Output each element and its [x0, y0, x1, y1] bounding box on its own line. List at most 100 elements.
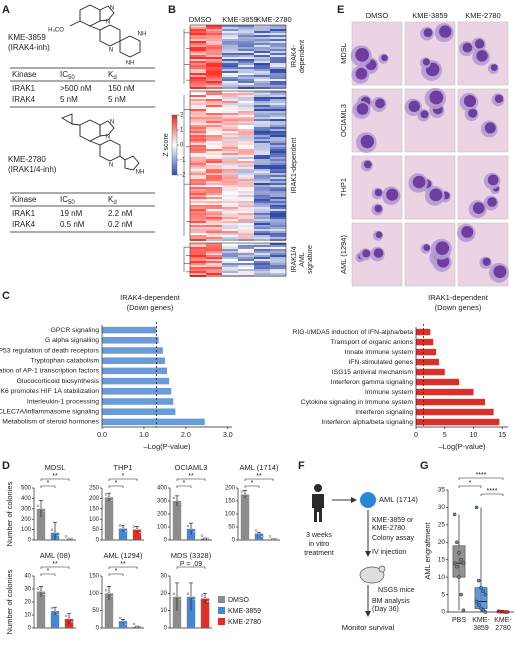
- heatmap-cell: [222, 69, 238, 71]
- heatmap-cell: [206, 103, 222, 105]
- y-tick-label: 25: [438, 522, 446, 529]
- heatmap-cell: [206, 187, 222, 189]
- heatmap-cell: [254, 45, 270, 47]
- panel-label: B: [168, 4, 176, 16]
- heatmap-cell: [238, 105, 254, 107]
- significance-label: *: [183, 480, 186, 487]
- significance-label: **: [188, 473, 194, 480]
- x-tick-label: 10: [470, 432, 478, 439]
- heatmap-cell: [222, 189, 238, 191]
- y-tick-label: 400: [157, 486, 168, 492]
- heatmap-cell: [270, 221, 286, 223]
- structure: [60, 4, 141, 171]
- heatmap-cell: [206, 69, 222, 71]
- heatmap-cell: [190, 69, 206, 71]
- heatmap-cell: [270, 175, 286, 177]
- heatmap-cell: [190, 97, 206, 99]
- significance-bracket: [108, 573, 124, 576]
- heatmap-cell: [270, 51, 286, 53]
- heatmap-cell: [254, 113, 270, 115]
- significance-bracket: [244, 485, 260, 488]
- chart-title: AML (1294): [104, 551, 143, 560]
- heatmap-cell: [238, 265, 254, 267]
- heatmap-cell: [270, 237, 286, 239]
- heatmap-cell: [206, 149, 222, 151]
- heatmap-cell: [238, 107, 254, 109]
- heatmap-cell: [206, 195, 222, 197]
- heatmap-cell: [206, 225, 222, 227]
- heatmap-cell: [190, 63, 206, 65]
- heatmap-cell: [190, 57, 206, 59]
- heatmap-cell: [254, 169, 270, 171]
- heatmap-cell: [270, 131, 286, 133]
- heatmap-cell: [238, 135, 254, 137]
- heatmap-cell: [222, 211, 238, 213]
- heatmap-cell: [222, 271, 238, 273]
- nucleus: [462, 42, 473, 53]
- dot: [200, 594, 204, 597]
- heatmap-cell: [222, 221, 238, 223]
- nucleus: [375, 98, 385, 109]
- significance-bracket: [244, 478, 274, 481]
- heatmap-cell: [222, 121, 238, 123]
- heatmap-cell: [206, 91, 222, 93]
- heatmap-cell: [270, 109, 286, 111]
- heatmap-cell: [270, 85, 286, 87]
- heatmap-cell: [206, 233, 222, 235]
- dot: [64, 614, 68, 618]
- x-tick-label: 5: [443, 432, 447, 439]
- heatmap-cell: [222, 231, 238, 233]
- colorbar-title: Z score: [163, 133, 170, 156]
- significance-bracket: [176, 485, 192, 488]
- heatmap-cell: [190, 81, 206, 83]
- colorbar-tick-label: 1: [180, 128, 184, 134]
- y-tick-label: 100: [21, 527, 32, 533]
- heatmap-cell: [254, 143, 270, 145]
- heatmap-cell: [206, 155, 222, 157]
- heatmap-cell: [190, 237, 206, 239]
- heatmap-cell: [254, 201, 270, 203]
- heatmap-cell: [206, 47, 222, 49]
- category-label: TP53 regulation of death receptors: [0, 347, 100, 354]
- heatmap-cell: [206, 41, 222, 43]
- heatmap-cell: [270, 37, 286, 39]
- heatmap-cell: [254, 155, 270, 157]
- heatmap-cell: [222, 207, 238, 209]
- heatmap-cell: [270, 125, 286, 127]
- heatmap-cell: [206, 193, 222, 195]
- table-header: Kd: [108, 195, 117, 205]
- heatmap-cell: [254, 53, 270, 55]
- significance-label: **: [52, 561, 58, 568]
- chart-title: AML (1714): [240, 463, 279, 472]
- bar: [36, 508, 46, 540]
- heatmap-cell: [190, 229, 206, 231]
- heatmap-cell: [270, 249, 286, 251]
- heatmap-cell: [206, 129, 222, 131]
- nucleus: [355, 48, 370, 62]
- dot: [132, 525, 136, 528]
- heatmap-cell: [270, 35, 286, 37]
- heatmap-cell: [190, 109, 206, 111]
- heatmap-cell: [254, 93, 270, 95]
- heatmap-cell: [190, 139, 206, 141]
- colorbar-tick-label: -2: [180, 173, 186, 179]
- heatmap-cell: [238, 177, 254, 179]
- bar: [104, 497, 114, 540]
- bar: [200, 598, 210, 628]
- data-point: [461, 608, 466, 613]
- heatmap-cell: [222, 51, 238, 53]
- heatmap-cell: [270, 255, 286, 257]
- heatmap-cell: [190, 161, 206, 163]
- significance-label: *: [115, 568, 118, 575]
- image-row-label: OCIAML3: [339, 104, 348, 137]
- heatmap-cell: [238, 255, 254, 257]
- heatmap-cell: [238, 137, 254, 139]
- heatmap-cell: [254, 111, 270, 113]
- heatmap-cell: [206, 121, 222, 123]
- heatmap-cell: [254, 263, 270, 265]
- heatmap-cell: [238, 209, 254, 211]
- heatmap-cell: [254, 251, 270, 253]
- heatmap-cell: [270, 57, 286, 59]
- compound-target: (IRAK4-inh): [8, 43, 50, 52]
- heatmap-cell: [206, 207, 222, 209]
